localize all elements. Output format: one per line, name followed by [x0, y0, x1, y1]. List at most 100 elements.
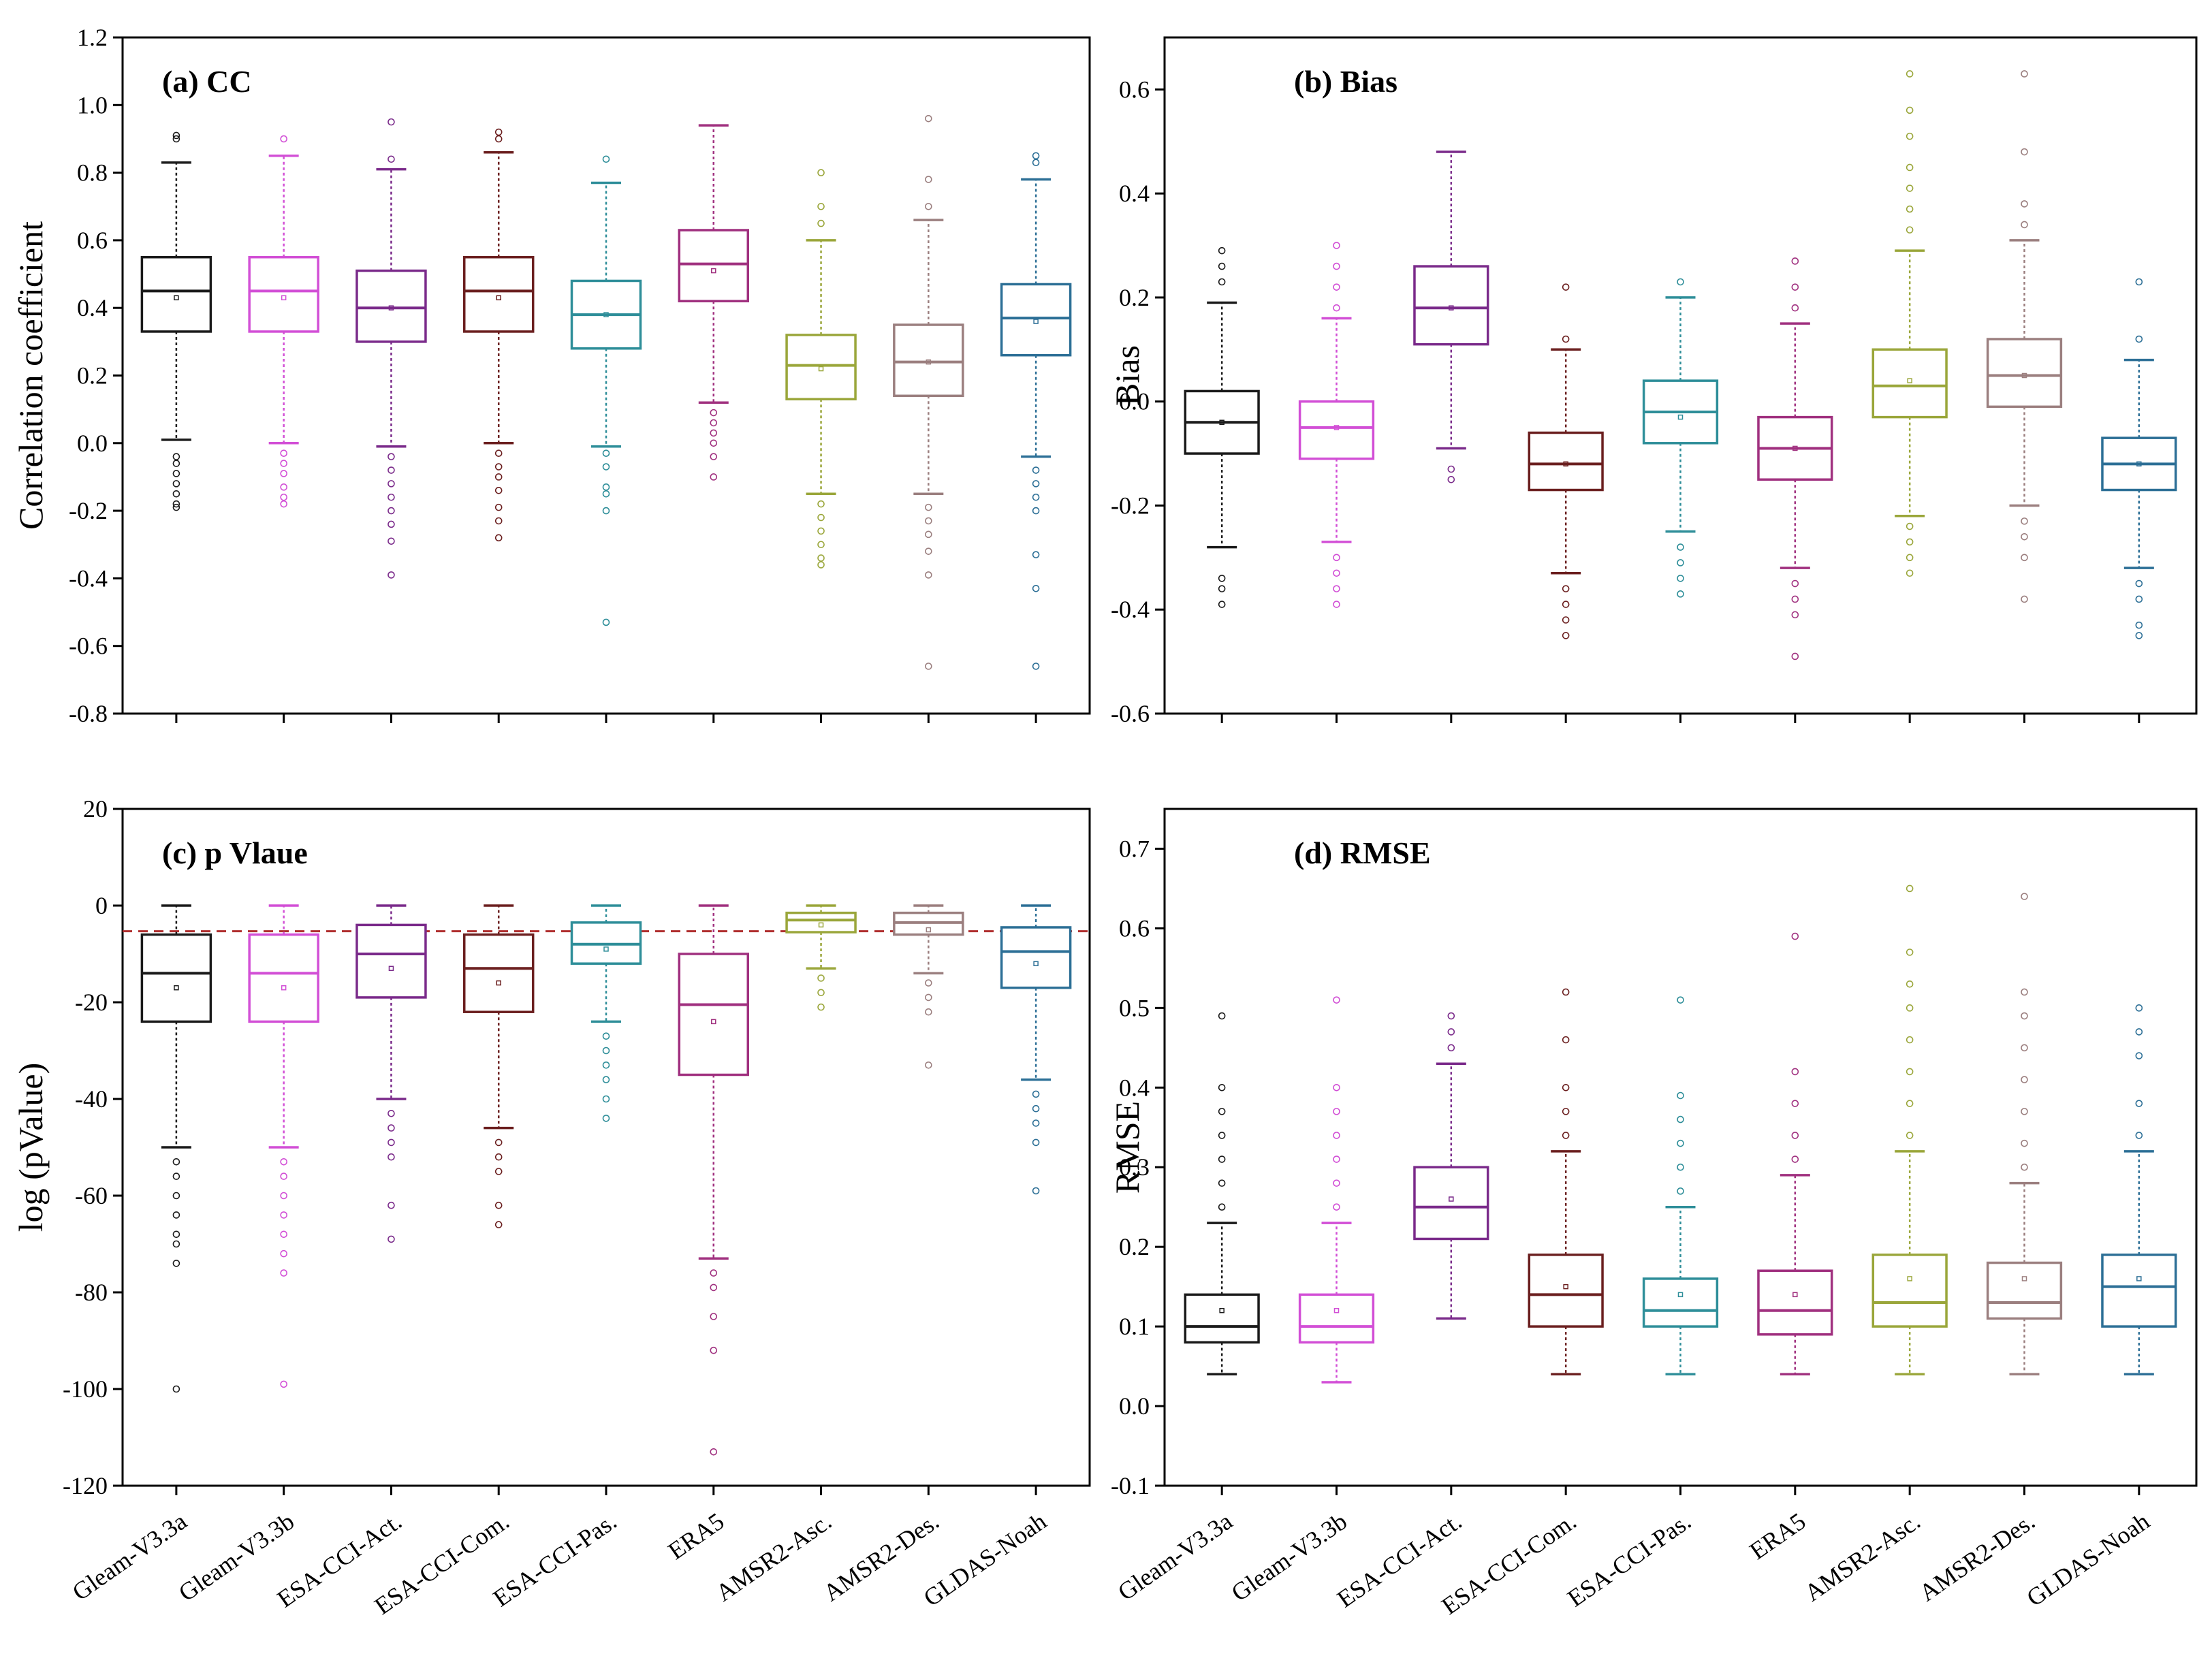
outlier-point	[1677, 590, 1684, 598]
outlier-point	[1677, 996, 1684, 1004]
mean-marker	[1219, 1307, 1224, 1313]
outlier-point	[2021, 988, 2028, 996]
outlier-point	[817, 169, 825, 176]
outlier-point	[2021, 517, 2028, 525]
outlier-point	[1032, 1187, 1040, 1195]
outlier-point	[925, 530, 932, 539]
outlier-point	[710, 1313, 718, 1320]
outlier-point	[1333, 1179, 1340, 1187]
plot-frame	[1163, 808, 2198, 1487]
outlier-point	[388, 466, 395, 474]
outlier-point	[925, 503, 932, 511]
outlier-point	[1447, 465, 1455, 473]
outlier-point	[602, 490, 610, 498]
y-tick-label: -80	[75, 1279, 108, 1306]
outlier-point	[1032, 1090, 1040, 1098]
outlier-point	[602, 449, 610, 457]
outlier-point	[2021, 893, 2028, 900]
y-tick-label: -40	[75, 1085, 108, 1113]
outlier-point	[1906, 1004, 1914, 1012]
outlier-point	[1333, 1132, 1340, 1139]
y-tick-label: 1.0	[77, 91, 108, 118]
outlier-point	[925, 979, 932, 987]
mean-marker	[1033, 961, 1039, 966]
outlier-point	[1218, 585, 1226, 592]
box-amsr2-asc-	[1871, 70, 1948, 723]
y-tick-label: 0.2	[77, 362, 108, 389]
outlier-point	[1562, 1036, 1570, 1044]
y-axis-label: RMSE	[1108, 1101, 1146, 1194]
outlier-point	[388, 571, 395, 579]
outlier-point	[280, 135, 287, 143]
outlier-point	[1906, 70, 1914, 78]
mean-marker	[1563, 461, 1568, 467]
mean-marker	[174, 985, 179, 991]
iqr-box	[248, 255, 319, 333]
outlier-point	[172, 460, 180, 467]
iqr-box	[1986, 1261, 2063, 1320]
iqr-box	[248, 933, 319, 1023]
outlier-point	[1677, 559, 1684, 567]
mean-marker	[388, 305, 394, 310]
outlier-point	[494, 517, 503, 525]
outlier-point	[494, 135, 503, 143]
mean-marker	[926, 927, 932, 933]
outlier-point	[817, 1003, 825, 1011]
panel-rmse: -0.1 0.0 0.1 0.2 0.3 0.4 0.5 0.6 0.7 RMSE (d) RMSE…	[1108, 808, 2198, 1620]
outlier-point	[2021, 1044, 2028, 1052]
outlier-point	[1906, 948, 1914, 956]
outlier-point	[2135, 632, 2143, 639]
outlier-point	[172, 1240, 180, 1248]
outlier-point	[1791, 304, 1799, 312]
outlier-point	[2021, 1139, 2028, 1147]
outlier-point	[388, 537, 395, 545]
outlier-point	[602, 507, 610, 515]
outlier-point	[1447, 475, 1455, 483]
outlier-point	[710, 429, 718, 437]
outlier-point	[2021, 200, 2028, 208]
y-tick-label: -0.2	[1111, 492, 1150, 519]
outlier-point	[2135, 595, 2143, 603]
outlier-point	[280, 493, 287, 501]
outlier-point	[2135, 278, 2143, 286]
y-tick-label: 0.3	[1119, 1153, 1150, 1181]
outlier-point	[817, 989, 825, 997]
mean-marker	[926, 359, 932, 365]
outlier-point	[388, 507, 395, 515]
outlier-point	[494, 1201, 503, 1209]
outlier-point	[1218, 1203, 1226, 1211]
outlier-point	[1906, 1068, 1914, 1076]
panel-title: (a) CC	[162, 64, 252, 99]
x-category-label: ERA5	[1745, 1508, 1811, 1565]
y-tick-label: 0.0	[77, 430, 108, 457]
y-tick-label: -0.1	[1111, 1472, 1150, 1499]
outlier-point	[1032, 663, 1040, 670]
x-category-label: AMSR2-Asc.	[1799, 1508, 1925, 1607]
mean-marker	[603, 946, 609, 952]
box-gleam-v3-3a	[140, 131, 212, 723]
mean-marker	[1792, 445, 1798, 451]
outlier-point	[388, 453, 395, 460]
mean-marker	[818, 922, 824, 928]
x-category-label: ESA-CCI-Pas.	[1562, 1508, 1696, 1612]
outlier-point	[1562, 585, 1570, 592]
mean-marker	[1563, 1283, 1568, 1290]
outlier-point	[1218, 1083, 1226, 1091]
outlier-point	[280, 1230, 287, 1239]
outlier-point	[1906, 538, 1914, 546]
outlier-point	[1791, 1155, 1799, 1163]
outlier-point	[602, 1115, 610, 1122]
outlier-point	[2021, 532, 2028, 541]
y-tick-label: 20	[83, 795, 108, 823]
y-tick-label: 0.1	[1119, 1313, 1150, 1340]
outlier-point	[172, 1172, 180, 1180]
outlier-point	[172, 453, 180, 460]
iqr-box	[1528, 1254, 1604, 1328]
y-tick-label: -0.6	[1111, 700, 1150, 727]
outlier-point	[172, 131, 180, 140]
outlier-point	[172, 1385, 180, 1393]
iqr-box	[1528, 431, 1604, 492]
outlier-point	[172, 500, 180, 508]
outlier-point	[1218, 262, 1226, 270]
x-category-label: AMSR2-Des.	[1914, 1508, 2040, 1607]
